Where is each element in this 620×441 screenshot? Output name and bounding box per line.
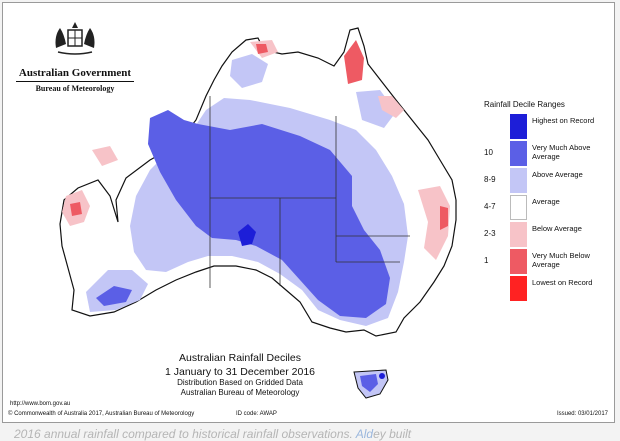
legend-swatch [510, 222, 527, 247]
caption-distribution: Distribution Based on Gridded Data [177, 378, 303, 387]
legend: Highest on Record 10 Very Much Above Ave… [484, 112, 612, 301]
legend-item: Highest on Record [484, 112, 612, 139]
legend-title: Rainfall Decile Ranges [484, 100, 565, 109]
very-much-below-average-west [70, 202, 82, 216]
legend-label: Average [532, 197, 560, 206]
legend-label: Above Average [532, 170, 583, 179]
caption-text-1: 2016 annual rainfall compared to histori… [14, 427, 356, 441]
below-average-qld-coast [378, 96, 404, 118]
government-label: Australian Government [18, 67, 132, 79]
legend-item: 4-7 Average [484, 193, 612, 220]
legend-swatch [510, 168, 527, 193]
page-caption-below: 2016 annual rainfall compared to histori… [14, 427, 614, 441]
legend-item: 10 Very Much Above Average [484, 139, 612, 166]
very-much-below-average-cape-york [344, 40, 364, 84]
very-much-above-average-area [148, 110, 390, 318]
highest-on-record-area [238, 224, 256, 246]
legend-decile: 2-3 [484, 229, 496, 238]
legend-item: 8-9 Above Average [484, 166, 612, 193]
legend-decile: 10 [484, 148, 493, 157]
very-much-below-average-east-coast [440, 206, 448, 230]
issued-date: Issued: 03/01/2017 [556, 411, 608, 417]
legend-swatch [510, 249, 527, 274]
legend-label: Very Much Below Average [532, 251, 590, 269]
id-code: ID code: AWAP [236, 411, 277, 417]
map-caption: Australian Rainfall Deciles 1 January to… [130, 352, 350, 398]
below-average-north [92, 146, 118, 166]
legend-label: Very Much Above Average [532, 143, 591, 161]
legend-label: Lowest on Record [532, 278, 593, 287]
tasmania-wet-area [360, 374, 378, 392]
legend-decile: 1 [484, 256, 489, 265]
bom-url: http://www.bom.gov.au [10, 401, 71, 407]
very-much-below-average-nt [256, 44, 268, 54]
caption-text-2: ey built [373, 427, 412, 441]
legend-item: Lowest on Record [484, 274, 612, 301]
caption-title: Australian Rainfall Deciles [179, 352, 301, 364]
coat-of-arms-icon [55, 22, 95, 55]
legend-swatch [510, 276, 527, 301]
legend-label: Highest on Record [532, 116, 595, 125]
bureau-label: Bureau of Meteorology [16, 81, 134, 93]
caption-link[interactable]: Ald [355, 427, 374, 441]
above-average-north [230, 54, 268, 88]
legend-item: 2-3 Below Average [484, 220, 612, 247]
legend-decile: 4-7 [484, 202, 496, 211]
below-average-east-coast [418, 186, 450, 260]
copyright-text: © Commonwealth of Australia 2017, Austra… [8, 411, 195, 417]
legend-label: Below Average [532, 224, 582, 233]
legend-item: 1 Very Much Below Average [484, 247, 612, 274]
legend-swatch [510, 141, 527, 166]
legend-swatch [510, 114, 527, 139]
bom-logo: Australian Government Bureau of Meteorol… [10, 20, 140, 93]
caption-source: Australian Bureau of Meteorology [180, 388, 300, 397]
state-borders [209, 96, 410, 288]
tasmania-record-area [379, 373, 385, 379]
legend-decile: 8-9 [484, 175, 496, 184]
very-much-above-average-west [96, 286, 132, 306]
legend-swatch [510, 195, 527, 220]
caption-dates: 1 January to 31 December 2016 [164, 366, 315, 378]
